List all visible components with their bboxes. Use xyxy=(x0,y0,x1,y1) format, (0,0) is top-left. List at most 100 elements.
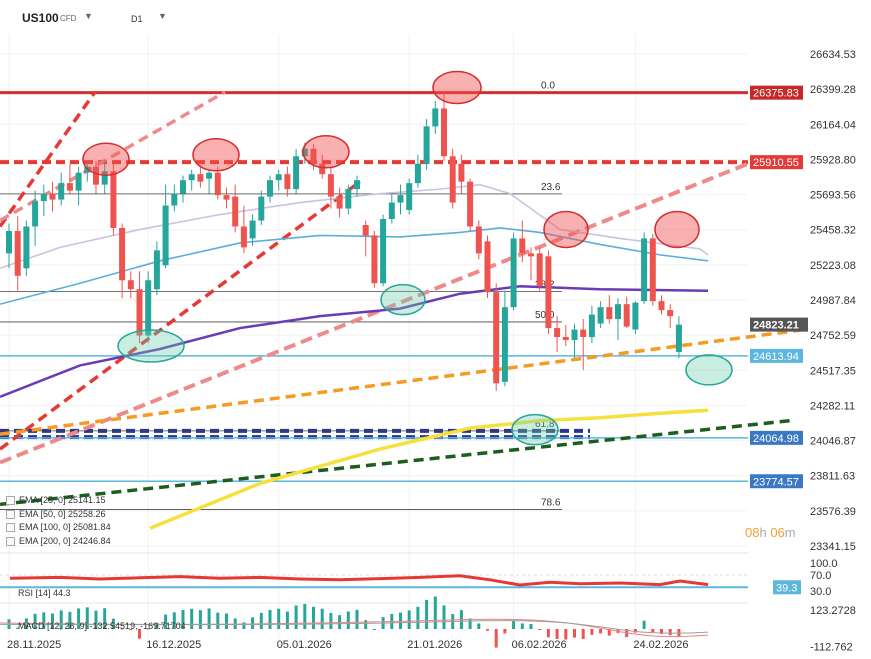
symbol-name[interactable]: US100 xyxy=(22,11,59,25)
rsi-axis-label: 30.0 xyxy=(810,586,831,598)
macd-histogram-bar xyxy=(103,608,107,629)
price-tag-box xyxy=(750,430,803,445)
date-label: 24.02.2026 xyxy=(633,639,688,651)
price-tick-label: 24987.84 xyxy=(810,295,856,307)
candle-bullish xyxy=(510,238,517,308)
interval-selector[interactable]: D1 xyxy=(131,14,143,24)
candle-bearish xyxy=(667,310,674,317)
macd-histogram-bar xyxy=(294,605,298,629)
legend-row[interactable]: EMA [25, 0] 25141.15 xyxy=(6,494,111,508)
candle-bearish xyxy=(240,226,247,248)
legend-row[interactable]: EMA [50, 0] 25258.26 xyxy=(6,508,111,522)
legend-row[interactable]: EMA [200, 0] 24246.84 xyxy=(6,535,111,549)
candle-bullish xyxy=(293,156,300,190)
macd-histogram-bar xyxy=(346,611,350,629)
candle-bullish xyxy=(145,280,152,336)
candle-bearish xyxy=(528,253,534,257)
candle-bearish xyxy=(319,163,326,175)
candle-bearish xyxy=(658,301,665,311)
interval-dropdown-caret-icon[interactable]: ▼ xyxy=(158,11,167,21)
legend-toggle-icon[interactable] xyxy=(6,523,15,533)
macd-histogram-bar xyxy=(555,629,559,639)
macd-histogram-bar xyxy=(190,608,194,629)
candle-bearish xyxy=(197,174,204,182)
candle-bullish xyxy=(40,193,47,202)
trend-line-red xyxy=(0,91,97,228)
price-tick-label: 23811.63 xyxy=(810,471,855,483)
candle-bullish xyxy=(641,238,648,302)
fibonacci-level-label: 23.6 xyxy=(541,182,561,193)
legend-label: EMA [25, 0] 25141.15 xyxy=(19,495,106,505)
resistance-marker xyxy=(654,210,700,249)
price-tag-label: 24064.98 xyxy=(753,433,799,445)
macd-histogram-bar xyxy=(607,629,611,636)
legend-toggle-icon[interactable] xyxy=(6,496,15,506)
symbol-dropdown-caret-icon[interactable]: ▼ xyxy=(84,11,93,21)
candle-bearish xyxy=(458,163,465,182)
candle-bullish xyxy=(632,302,639,330)
macd-histogram-bar xyxy=(129,629,133,631)
support-marker xyxy=(380,283,426,316)
candle-bearish xyxy=(545,256,552,329)
candle-bearish xyxy=(119,227,126,281)
legend-row[interactable]: EMA [100, 0] 25081.84 xyxy=(6,521,111,535)
macd-histogram-bar xyxy=(85,607,89,629)
candle-bullish xyxy=(615,304,621,320)
price-tag-box xyxy=(750,348,803,363)
support-trend-green xyxy=(0,418,791,507)
candle-bearish xyxy=(484,241,491,293)
macd-signal-line xyxy=(0,620,709,634)
fibonacci-level-label: 38.2 xyxy=(535,280,555,291)
macd-histogram-bar xyxy=(642,620,646,629)
candle-bullish xyxy=(258,196,265,221)
macd-histogram-bar xyxy=(338,615,342,629)
trend-line-light xyxy=(0,90,226,223)
macd-histogram-bar xyxy=(216,612,220,629)
trend-line-light xyxy=(0,161,749,465)
candle-bullish xyxy=(388,202,395,220)
candle-bearish xyxy=(14,230,21,276)
ema-50-line xyxy=(0,227,709,305)
candle-bullish xyxy=(267,180,273,197)
macd-histogram-bar xyxy=(277,608,281,629)
fibonacci-level-label: 61.8 xyxy=(535,419,555,430)
macd-label: MACD [12, 26, 9] -132.54519, -169.71704 xyxy=(18,621,186,631)
analysis-drawings: 0.0 23.6 38.2 50.0 61.8 78.6 xyxy=(0,81,806,530)
macd-histogram-bar xyxy=(529,624,533,629)
macd-histogram-bar xyxy=(198,610,202,629)
macd-histogram-bar xyxy=(355,609,359,629)
candle-bullish xyxy=(32,201,39,227)
candle-bearish xyxy=(623,304,630,327)
legend-toggle-icon[interactable] xyxy=(6,509,15,519)
legend-label: EMA [100, 0] 25081.84 xyxy=(19,522,111,532)
macd-histogram-bar xyxy=(425,599,429,629)
date-axis: 28.11.2025 16.12.2025 05.01.2026 21.01.2026… xyxy=(7,639,688,651)
price-tick-label: 26634.53 xyxy=(810,49,856,61)
indicator-panels: 100.070.0 30.0 39.3 123.2728 -112.762 xyxy=(0,552,856,653)
candle-bullish xyxy=(423,126,430,164)
rsi-label: RSI [14] 44.3 xyxy=(18,588,71,598)
rsi-axis-label: 100.0 xyxy=(810,558,838,570)
candle-bearish xyxy=(562,337,569,341)
candle-bullish xyxy=(501,307,508,382)
candle-bearish xyxy=(214,172,221,196)
legend-toggle-icon[interactable] xyxy=(6,536,15,546)
price-tag-label: 23774.57 xyxy=(753,476,799,488)
legend-label: EMA [50, 0] 25258.26 xyxy=(19,508,106,519)
candle-bearish xyxy=(127,280,134,290)
macd-histogram-bar xyxy=(546,629,550,638)
date-label: 28.11.2025 xyxy=(7,639,61,651)
macd-axis-label: 123.2728 xyxy=(810,605,856,617)
candle-bullish xyxy=(23,226,30,269)
macd-histogram-bar xyxy=(651,629,655,633)
price-tick-label: 25928.80 xyxy=(810,154,856,166)
resistance-marker xyxy=(82,142,130,177)
fibonacci-level-label: 78.6 xyxy=(541,497,561,508)
macd-histogram-bar xyxy=(433,596,437,629)
candle-bullish xyxy=(180,180,186,194)
candle-bullish xyxy=(6,230,12,254)
macd-axis-label: -112.762 xyxy=(810,641,853,653)
macd-histogram-bar xyxy=(468,618,472,629)
candle-bearish xyxy=(66,183,73,191)
